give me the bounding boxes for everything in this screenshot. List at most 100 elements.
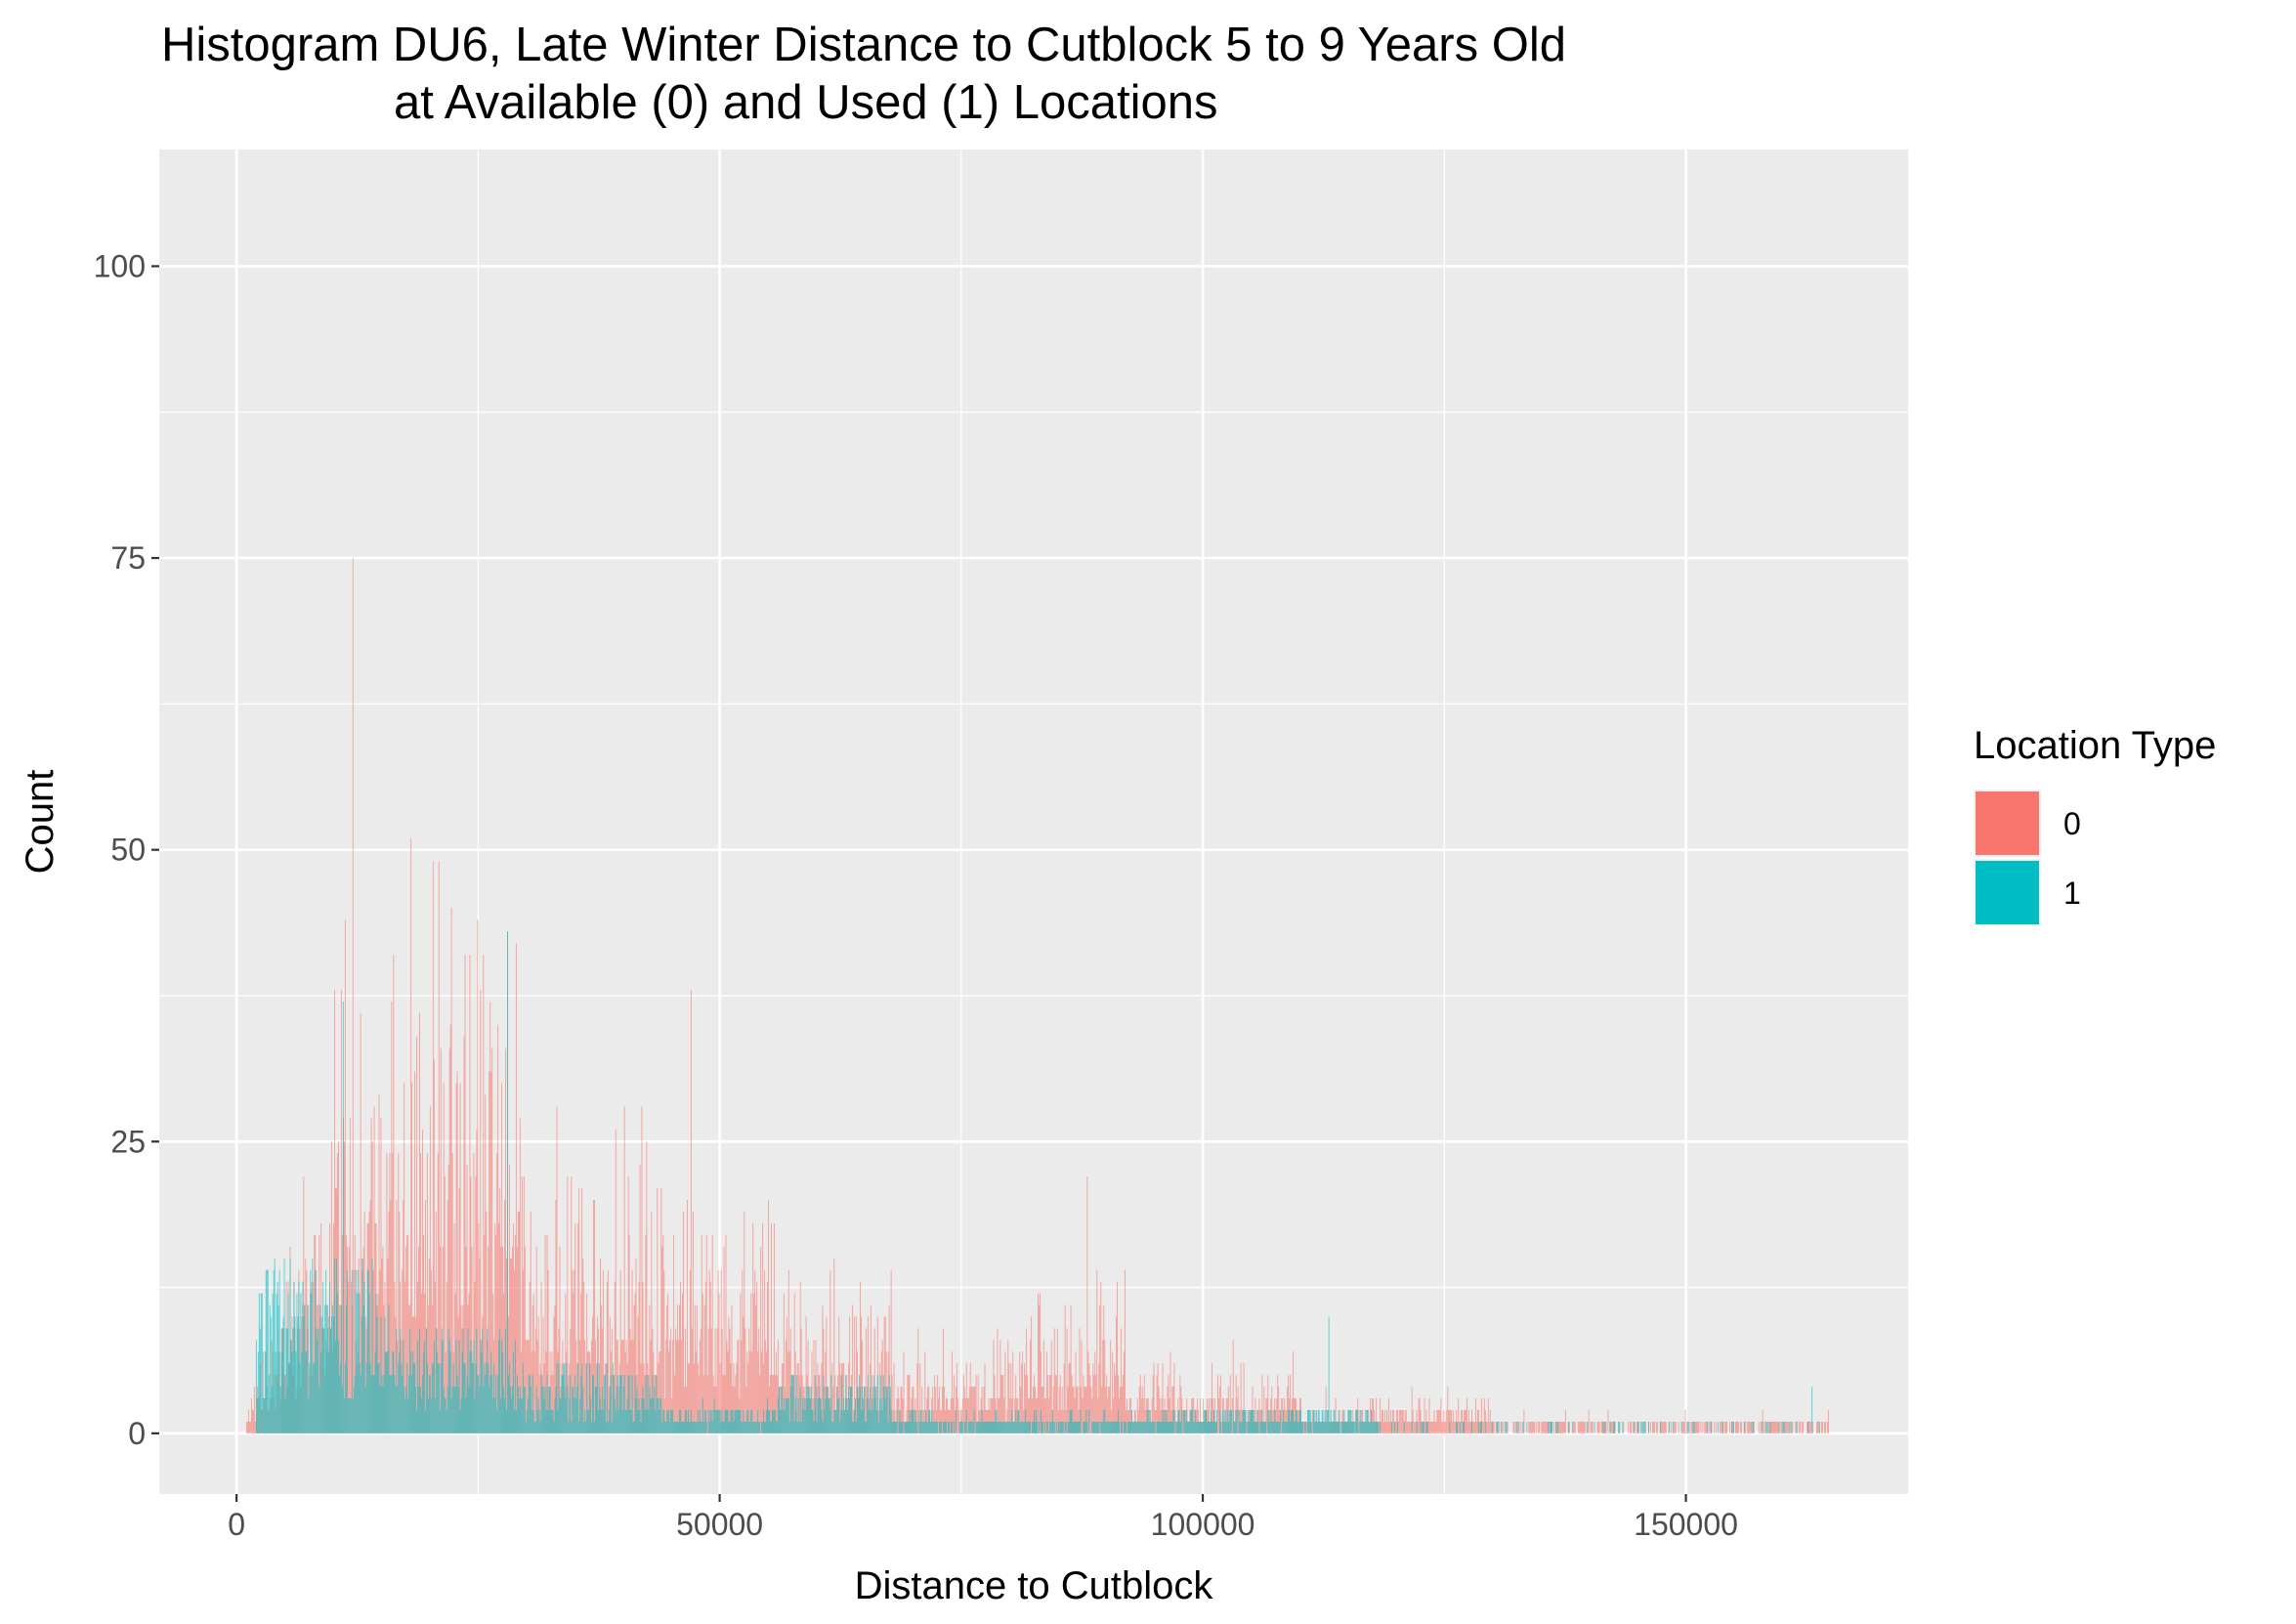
bar-series-0 [1294, 1398, 1296, 1433]
bar-series-1 [972, 1421, 974, 1433]
bar-series-0 [1161, 1398, 1163, 1433]
bar-series-1 [542, 1387, 544, 1433]
bar-series-0 [1153, 1363, 1155, 1433]
bar-series-0 [1193, 1398, 1195, 1433]
bar-series-1 [313, 1363, 315, 1433]
bar-series-0 [1432, 1421, 1434, 1433]
bar-series-0 [492, 1293, 494, 1433]
bar-series-0 [509, 1258, 511, 1433]
bar-series-1 [407, 1398, 409, 1433]
bar-series-1 [1319, 1421, 1321, 1433]
bar-series-0 [483, 955, 485, 1433]
bar-series-0 [1704, 1421, 1706, 1433]
bar-series-1 [798, 1421, 800, 1433]
bar-series-0 [1225, 1398, 1227, 1433]
bar-series-1 [590, 1398, 592, 1433]
bar-series-1 [1602, 1421, 1604, 1433]
bar-series-1 [538, 1410, 540, 1433]
bar-series-1 [1057, 1421, 1059, 1433]
bar-series-0 [469, 955, 471, 1433]
bar-series-1 [286, 1328, 288, 1433]
bar-series-0 [807, 1340, 809, 1433]
bar-series-0 [963, 1387, 965, 1433]
bar-series-1 [1470, 1421, 1472, 1433]
bar-series-1 [1139, 1421, 1141, 1433]
bar-series-1 [454, 1387, 456, 1433]
bar-series-0 [1516, 1421, 1518, 1433]
bar-series-0 [999, 1340, 1001, 1433]
bar-series-0 [946, 1398, 947, 1433]
bar-series-0 [397, 1340, 399, 1433]
bar-series-0 [1398, 1410, 1400, 1433]
bar-series-1 [772, 1410, 774, 1433]
bar-series-1 [933, 1421, 935, 1433]
bar-series-1 [338, 1375, 340, 1433]
bar-series-1 [519, 1387, 521, 1433]
bar-series-0 [247, 1410, 249, 1433]
bar-series-0 [1305, 1421, 1307, 1433]
bar-series-1 [294, 1316, 296, 1433]
bar-series-1 [511, 1387, 513, 1433]
bar-series-1 [1121, 1421, 1122, 1433]
bar-series-0 [1180, 1387, 1182, 1433]
bar-series-0 [1486, 1421, 1488, 1433]
bar-series-0 [414, 1071, 416, 1433]
bar-series-1 [921, 1421, 923, 1433]
bar-series-0 [666, 1304, 668, 1433]
bar-series-0 [1145, 1398, 1147, 1433]
bar-series-0 [1052, 1387, 1054, 1433]
bar-series-1 [460, 1398, 462, 1433]
bar-series-1 [946, 1421, 947, 1433]
bar-series-0 [421, 1130, 423, 1433]
bar-series-0 [932, 1387, 934, 1433]
bar-series-0 [432, 861, 434, 1433]
bar-series-1 [1718, 1421, 1720, 1433]
bar-series-0 [338, 1304, 340, 1433]
bar-series-1 [900, 1421, 902, 1433]
bar-series-1 [1291, 1410, 1293, 1433]
bar-series-0 [1045, 1351, 1047, 1433]
bar-series-0 [678, 1340, 680, 1433]
bar-series-1 [1209, 1421, 1211, 1433]
bar-series-1 [673, 1421, 675, 1433]
bar-series-1 [1157, 1421, 1159, 1433]
bar-series-1 [783, 1398, 785, 1433]
bar-series-1 [735, 1410, 737, 1433]
bar-series-0 [1809, 1421, 1811, 1433]
bar-series-1 [330, 1328, 332, 1433]
bar-series-0 [584, 1340, 586, 1433]
bar-series-0 [1562, 1421, 1564, 1433]
bar-series-1 [934, 1421, 936, 1433]
bar-series-0 [1776, 1421, 1778, 1433]
bar-series-0 [1276, 1398, 1278, 1433]
bar-series-0 [518, 1211, 520, 1433]
bar-series-1 [265, 1269, 267, 1433]
bar-series-1 [1133, 1421, 1135, 1433]
bar-series-0 [405, 1246, 407, 1433]
bar-series-0 [1761, 1421, 1763, 1433]
bar-series-1 [1345, 1421, 1347, 1433]
bar-series-0 [1139, 1375, 1141, 1433]
bar-series-0 [813, 1340, 815, 1433]
bar-series-1 [612, 1363, 614, 1433]
bar-series-1 [403, 1340, 404, 1433]
bar-series-1 [684, 1421, 685, 1433]
bar-series-1 [660, 1398, 662, 1433]
bar-series-0 [508, 1316, 509, 1433]
bar-series-0 [693, 1363, 695, 1433]
bar-series-0 [669, 1340, 671, 1433]
bar-series-0 [943, 1328, 945, 1433]
bar-series-1 [778, 1387, 780, 1433]
bar-series-0 [898, 1398, 900, 1433]
bar-series-0 [1724, 1421, 1726, 1433]
bar-series-1 [481, 1351, 483, 1433]
bar-series-0 [1545, 1421, 1547, 1433]
bar-series-0 [1140, 1398, 1142, 1433]
bar-series-1 [931, 1410, 933, 1433]
bar-series-0 [1084, 1387, 1086, 1433]
bar-series-1 [517, 1387, 519, 1433]
bar-series-1 [826, 1387, 828, 1433]
bar-series-0 [714, 1328, 716, 1433]
bar-series-0 [532, 1293, 534, 1433]
bar-series-1 [1239, 1421, 1241, 1433]
